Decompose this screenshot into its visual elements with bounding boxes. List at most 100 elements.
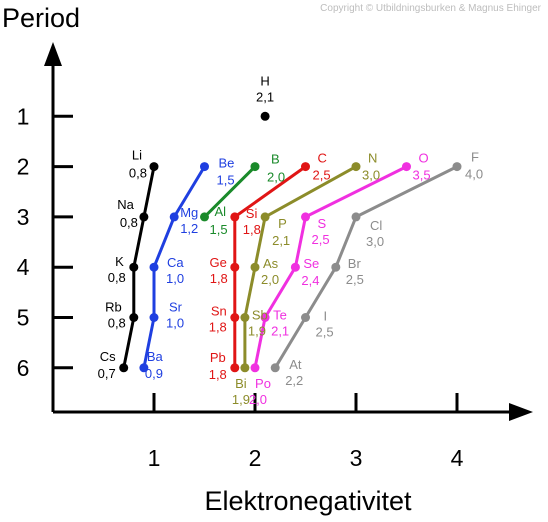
point-Al bbox=[200, 212, 209, 222]
data-points bbox=[119, 111, 462, 373]
label-value-Cs: 0,7 bbox=[98, 366, 116, 381]
point-I bbox=[301, 313, 310, 322]
label-value-Bi: 1,9 bbox=[232, 392, 250, 407]
y-tick-label-5: 5 bbox=[17, 305, 30, 331]
label-value-Sn: 1,8 bbox=[209, 320, 227, 335]
label-value-Cl: 3,0 bbox=[366, 234, 384, 249]
point-Sb bbox=[240, 313, 250, 322]
label-symbol-Al: Al bbox=[215, 204, 227, 219]
point-Be bbox=[200, 162, 209, 172]
point-Li bbox=[149, 162, 159, 172]
label-symbol-Br: Br bbox=[348, 256, 362, 271]
label-symbol-At: At bbox=[289, 357, 302, 372]
label-value-Rb: 0,8 bbox=[108, 316, 126, 331]
label-symbol-Be: Be bbox=[219, 156, 235, 171]
label-symbol-Cl: Cl bbox=[370, 218, 382, 233]
label-symbol-Se: Se bbox=[303, 256, 319, 271]
axes: 1 2 3 4 5 6 1 2 3 4 bbox=[17, 42, 533, 471]
x-axis-title: Elektronegativitet bbox=[204, 486, 412, 516]
point-Po bbox=[250, 363, 260, 373]
label-value-Ba: 0,9 bbox=[145, 366, 163, 381]
y-tick-label-1: 1 bbox=[17, 103, 30, 129]
point-Te bbox=[260, 313, 270, 322]
label-value-Se: 2,4 bbox=[301, 273, 319, 288]
label-value-Li: 0,8 bbox=[129, 166, 147, 181]
label-value-Po: 2,0 bbox=[249, 392, 267, 407]
label-symbol-H: H bbox=[260, 73, 269, 88]
point-Ca bbox=[149, 262, 159, 272]
x-tick-label-3: 3 bbox=[350, 445, 363, 471]
label-value-F: 4,0 bbox=[465, 167, 483, 182]
label-symbol-Sb: Sb bbox=[252, 308, 268, 323]
point-Ba bbox=[139, 363, 149, 373]
label-symbol-Ba: Ba bbox=[147, 349, 164, 364]
label-symbol-Te: Te bbox=[273, 308, 287, 323]
label-value-Ca: 1,0 bbox=[166, 271, 184, 286]
label-value-Ge: 1,8 bbox=[210, 271, 228, 286]
label-symbol-Ge: Ge bbox=[209, 255, 226, 270]
label-value-K: 0,8 bbox=[108, 270, 126, 285]
label-symbol-Bi: Bi bbox=[235, 376, 247, 391]
point-Sr bbox=[149, 313, 159, 322]
point-Ge bbox=[230, 262, 240, 272]
label-symbol-K: K bbox=[115, 254, 124, 269]
point-H bbox=[260, 111, 270, 121]
label-value-P: 2,1 bbox=[272, 233, 290, 248]
label-symbol-B: B bbox=[271, 152, 280, 167]
point-P bbox=[260, 212, 270, 222]
x-tick-label-1: 1 bbox=[148, 445, 161, 471]
label-value-Sb: 1,9 bbox=[248, 324, 266, 339]
point-K bbox=[129, 262, 139, 272]
label-symbol-P: P bbox=[278, 216, 287, 231]
point-Bi bbox=[240, 363, 250, 373]
label-symbol-C: C bbox=[318, 151, 327, 166]
label-symbol-Ca: Ca bbox=[167, 255, 184, 270]
label-symbol-Sn: Sn bbox=[211, 304, 227, 319]
x-tick-label-2: 2 bbox=[249, 445, 262, 471]
y-tick-label-4: 4 bbox=[17, 254, 30, 280]
label-value-O: 3,5 bbox=[413, 168, 431, 183]
label-value-Sr: 1,0 bbox=[166, 316, 184, 331]
label-symbol-O: O bbox=[419, 151, 429, 166]
label-value-B: 2,0 bbox=[267, 170, 285, 185]
y-tick-label-3: 3 bbox=[17, 204, 30, 230]
point-Se bbox=[290, 262, 300, 272]
y-axis-title: Period bbox=[2, 3, 80, 33]
y-tick-label-6: 6 bbox=[17, 355, 30, 381]
label-value-I: 2,5 bbox=[316, 325, 334, 340]
y-tick-label-2: 2 bbox=[17, 154, 30, 180]
label-symbol-Mg: Mg bbox=[180, 205, 198, 220]
label-symbol-Na: Na bbox=[117, 197, 134, 212]
label-value-S: 2,5 bbox=[312, 232, 330, 247]
label-symbol-Pb: Pb bbox=[210, 350, 226, 365]
point-S bbox=[301, 212, 310, 222]
point-O bbox=[402, 162, 411, 172]
label-value-C: 2,5 bbox=[313, 168, 331, 183]
x-tick-label-4: 4 bbox=[451, 445, 464, 471]
point-Br bbox=[331, 262, 341, 272]
label-value-Br: 2,5 bbox=[346, 272, 364, 287]
point-Mg bbox=[169, 212, 179, 222]
label-value-H: 2,1 bbox=[256, 89, 274, 104]
label-value-Na: 0,8 bbox=[120, 215, 138, 230]
point-C bbox=[301, 162, 310, 172]
label-symbol-Rb: Rb bbox=[105, 300, 122, 315]
label-symbol-Po: Po bbox=[255, 376, 271, 391]
point-As bbox=[250, 262, 260, 272]
label-symbol-As: As bbox=[263, 256, 279, 271]
label-symbol-F: F bbox=[471, 150, 479, 165]
label-value-As: 2,0 bbox=[261, 272, 279, 287]
point-F bbox=[452, 162, 462, 172]
point-Cs bbox=[119, 363, 129, 373]
element-labels: H2,1Li0,8Na0,8K0,8Rb0,8Cs0,7Be1,5Mg1,2Ca… bbox=[98, 73, 483, 407]
x-axis-arrow bbox=[509, 403, 533, 421]
label-symbol-Sr: Sr bbox=[169, 300, 183, 315]
label-value-Be: 1,5 bbox=[217, 173, 235, 188]
series-line-2 bbox=[203, 165, 257, 219]
label-symbol-N: N bbox=[368, 151, 377, 166]
point-B bbox=[250, 162, 260, 172]
y-axis-arrow bbox=[44, 42, 62, 66]
label-symbol-Cs: Cs bbox=[100, 349, 116, 364]
point-Na bbox=[139, 212, 149, 222]
label-symbol-Si: Si bbox=[246, 206, 258, 221]
